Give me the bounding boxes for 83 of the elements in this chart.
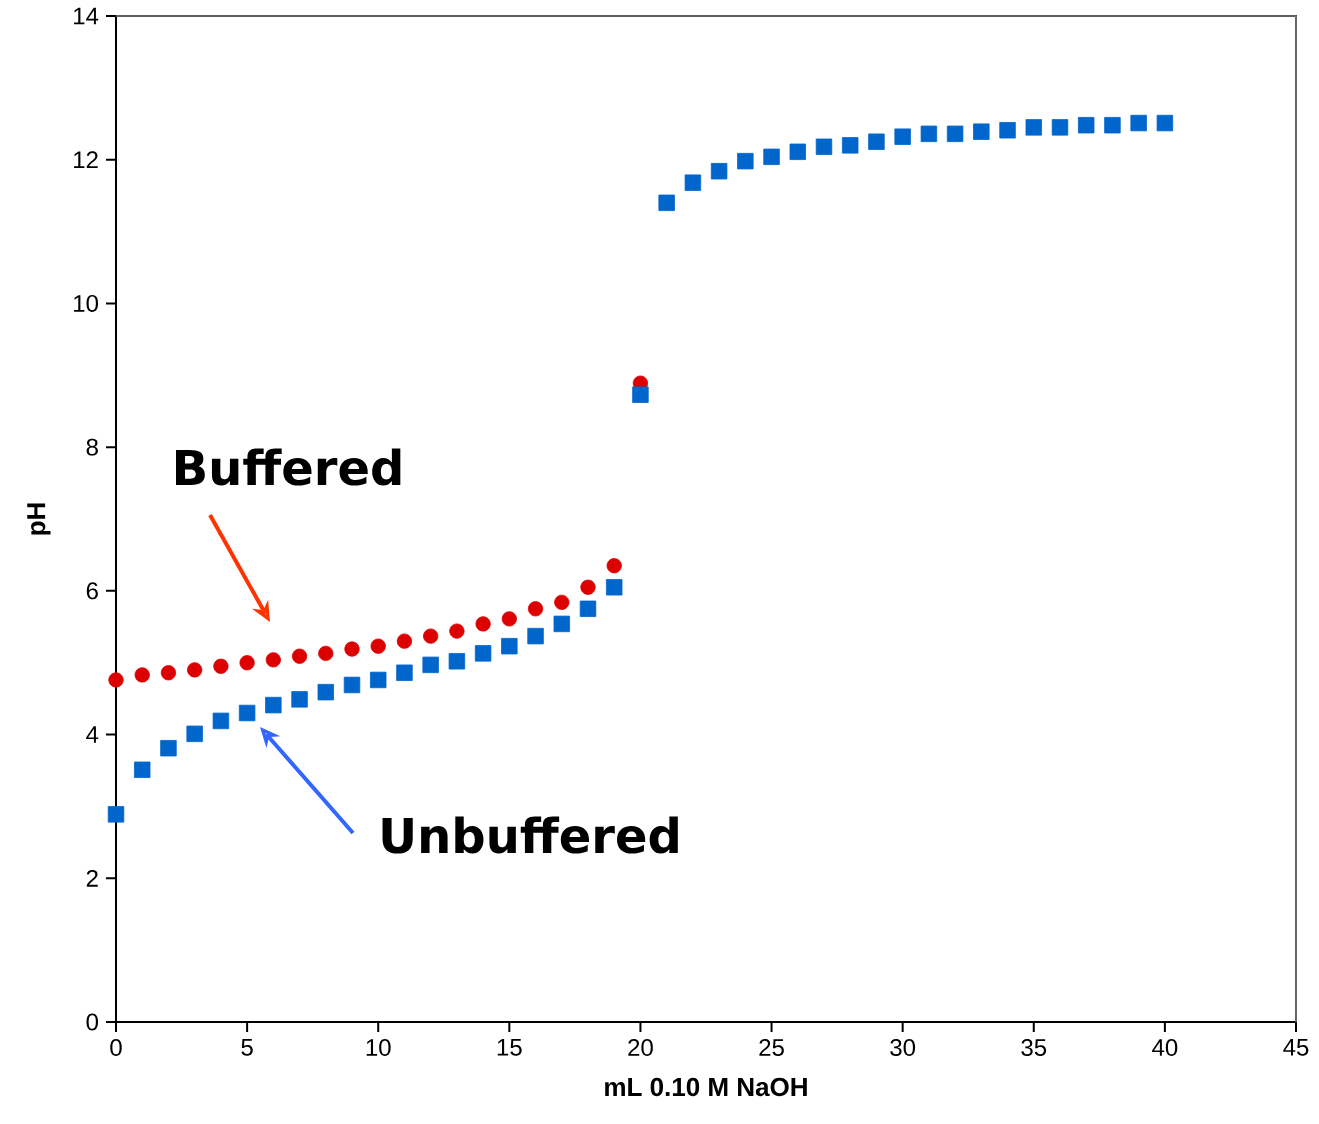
point — [448, 653, 466, 670]
point — [396, 633, 413, 649]
y-tick-label: 14 — [74, 7, 99, 25]
annotation: Unbuffered — [382, 816, 678, 854]
point — [737, 152, 754, 170]
point — [134, 667, 150, 683]
point — [553, 615, 570, 633]
point — [527, 627, 544, 645]
point — [606, 558, 622, 574]
point — [842, 137, 859, 154]
point — [920, 125, 938, 143]
point — [606, 579, 623, 596]
point — [160, 665, 177, 681]
point — [632, 386, 649, 403]
y-tick-label: 10 — [74, 294, 98, 312]
point — [527, 601, 544, 617]
x-tick-label: 0 — [110, 1039, 122, 1057]
y-tick-label: 6 — [86, 582, 98, 600]
point — [370, 671, 387, 689]
y-axis-title: pH — [27, 503, 51, 535]
point — [187, 662, 203, 678]
point — [684, 174, 702, 191]
point — [160, 740, 177, 757]
x-tick-label: 10 — [366, 1039, 391, 1057]
annotation: Buffered — [176, 448, 401, 486]
x-tick-label: 40 — [1152, 1039, 1178, 1057]
point — [815, 138, 833, 155]
point — [1025, 119, 1042, 136]
point — [422, 656, 439, 674]
point — [396, 664, 413, 681]
point — [1078, 117, 1095, 134]
point — [763, 148, 780, 166]
point — [973, 123, 990, 140]
x-tick-label: 15 — [497, 1039, 522, 1056]
y-tick-label: 0 — [86, 1013, 99, 1031]
point — [108, 672, 124, 688]
point — [370, 638, 386, 654]
x-tick-label: 45 — [1283, 1039, 1309, 1056]
point — [1130, 114, 1147, 132]
x-axis-title: mL 0.10 M NaOH — [605, 1077, 807, 1097]
point — [318, 645, 334, 661]
point — [580, 579, 596, 595]
x-tick-label: 25 — [759, 1039, 784, 1057]
point — [501, 637, 518, 655]
x-tick-label: 5 — [241, 1039, 253, 1056]
point — [265, 652, 281, 668]
point — [868, 133, 885, 150]
point — [344, 641, 360, 657]
point — [449, 623, 465, 639]
point — [212, 712, 230, 730]
point — [343, 676, 361, 694]
point — [265, 696, 282, 714]
point — [1156, 114, 1174, 132]
point — [238, 704, 256, 722]
point — [789, 143, 806, 160]
point — [579, 600, 597, 618]
point — [474, 645, 492, 662]
point — [658, 194, 675, 212]
point — [291, 648, 308, 664]
y-tick-label: 8 — [86, 438, 98, 456]
point — [213, 658, 229, 674]
x-tick-label: 30 — [890, 1039, 916, 1057]
point — [239, 655, 255, 671]
point — [423, 628, 439, 644]
point — [894, 128, 911, 145]
y-tick-label: 2 — [86, 869, 98, 887]
point — [501, 611, 517, 627]
point — [999, 122, 1016, 139]
x-tick-label: 20 — [628, 1039, 653, 1057]
point — [1104, 117, 1121, 134]
point — [291, 691, 308, 708]
point — [475, 616, 491, 632]
y-tick-label: 4 — [86, 726, 99, 743]
x-tick-label: 35 — [1021, 1039, 1047, 1057]
point — [710, 163, 728, 180]
point — [1051, 119, 1069, 136]
point — [317, 683, 334, 701]
point — [107, 806, 125, 823]
point — [134, 761, 151, 778]
point — [946, 125, 964, 143]
y-tick-label: 12 — [74, 151, 98, 169]
point — [554, 594, 570, 610]
point — [186, 725, 203, 743]
